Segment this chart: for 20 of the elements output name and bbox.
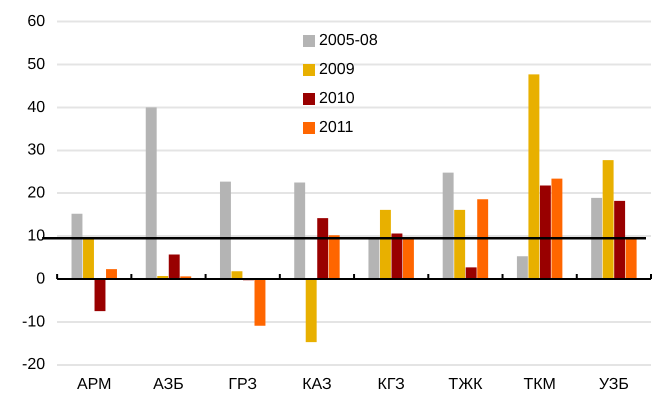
y-tick-label: 0 xyxy=(36,270,46,288)
y-tick-label: 60 xyxy=(27,13,46,30)
y-tick-label: -10 xyxy=(22,313,46,330)
legend-label: 2011 xyxy=(319,118,354,136)
x-tick-label: ГРЗ xyxy=(228,376,258,393)
x-tick-label: ТКМ xyxy=(523,376,556,393)
y-tick-label: -20 xyxy=(22,356,46,374)
x-tick-label: ТЖК xyxy=(448,376,484,393)
x-tick-label: АЗБ xyxy=(153,376,184,393)
x-tick-label: АРМ xyxy=(76,376,112,393)
y-tick-label: 40 xyxy=(27,98,46,116)
y-tick-label: 50 xyxy=(27,56,46,73)
x-tick-label: УЗБ xyxy=(598,376,629,393)
x-tick-label: КАЗ xyxy=(302,376,332,393)
y-tick-label: 30 xyxy=(27,142,46,159)
legend-label: 2010 xyxy=(319,90,355,108)
y-tick-label: 20 xyxy=(27,184,46,202)
x-tick-label: КГЗ xyxy=(378,376,405,393)
legend-label: 2009 xyxy=(319,60,355,78)
legend-label: 2005-08 xyxy=(319,32,378,50)
